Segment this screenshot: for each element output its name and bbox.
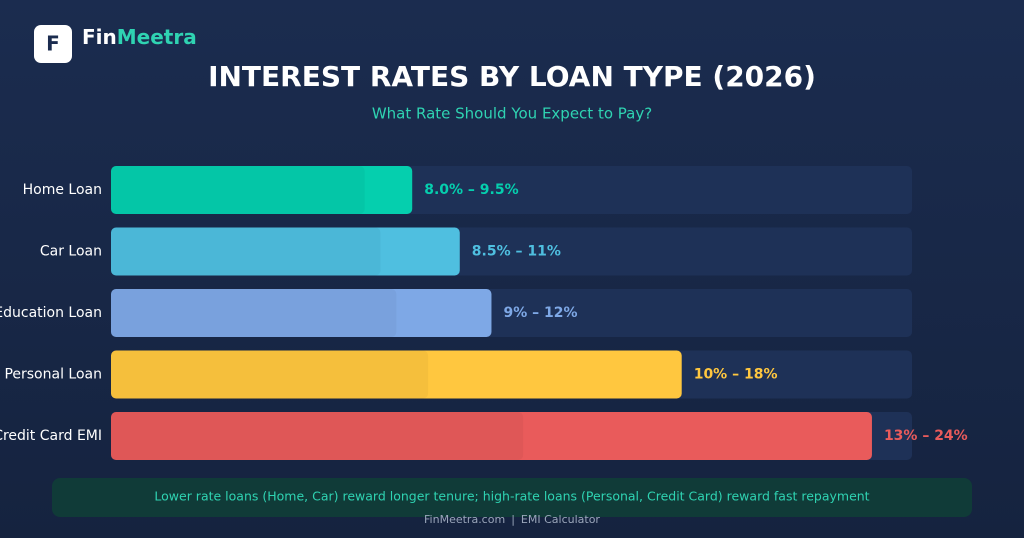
note: Lower rate loans (Home, Car) reward long… [154, 489, 869, 504]
value-label: 8.5% – 11% [472, 244, 561, 260]
category-label: Education Loan [0, 305, 102, 321]
value-label: 13% – 24% [884, 428, 968, 444]
bar-low-part [111, 350, 429, 399]
brand-name-second: Meetra [117, 25, 197, 49]
category-label: Personal Loan [4, 367, 102, 383]
bar-low-part [111, 227, 381, 276]
chart-subtitle: What Rate Should You Expect to Pay? [372, 105, 652, 123]
bar-area: Home Loan 8.0% – 9.5% Car Loan 8.5% – 11% Ed… [0, 166, 968, 460]
footer-separator: | [511, 513, 515, 526]
bar [111, 227, 460, 276]
footer: FinMeetra.com | EMI Calculator [424, 513, 600, 526]
chart-title: INTEREST RATES BY LOAN TYPE (2026) [208, 60, 816, 93]
category-label: Car Loan [40, 244, 102, 260]
logo-letter: F [46, 32, 60, 56]
brand-name-first: Fin [82, 25, 117, 49]
footer-tool: EMI Calculator [521, 513, 601, 526]
value-label: 8.0% – 9.5% [424, 182, 518, 198]
footer-site: FinMeetra.com [424, 513, 505, 526]
value-label: 9% – 12% [503, 305, 577, 321]
category-label: Credit Card EMI [0, 428, 102, 444]
bar [111, 412, 872, 460]
bar-low-part [111, 412, 524, 460]
brand-name: FinMeetra [82, 25, 197, 49]
bar-low-part [111, 289, 397, 337]
bar [111, 289, 492, 337]
note-box [52, 478, 972, 517]
bar [111, 166, 413, 214]
value-label: 10% – 18% [694, 367, 778, 383]
logo-box [34, 25, 72, 63]
bar [111, 350, 682, 399]
bar-low-part [111, 166, 365, 214]
category-label: Home Loan [23, 182, 102, 198]
